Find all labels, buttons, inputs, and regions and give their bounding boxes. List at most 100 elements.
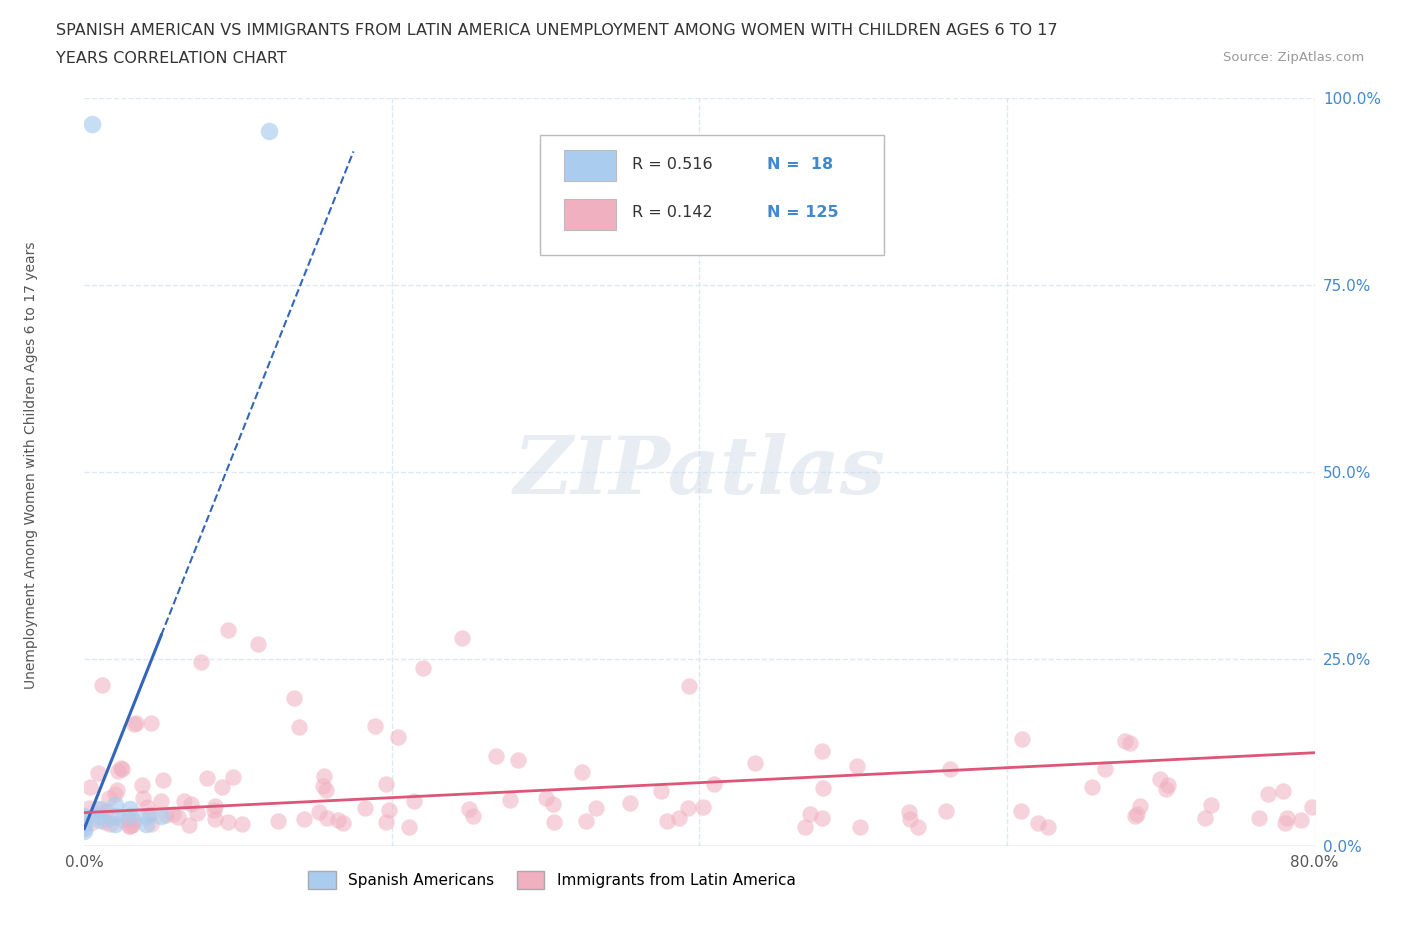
Point [121, 817, 143, 832]
Point [1274, 816, 1296, 830]
FancyBboxPatch shape [540, 135, 884, 255]
Point [124, 814, 146, 829]
Point [811, 811, 834, 826]
Point [1149, 772, 1171, 787]
Point [935, 804, 957, 819]
Point [105, 782, 128, 797]
Point [1199, 798, 1222, 813]
Point [668, 811, 690, 826]
Point [1036, 819, 1059, 834]
Point [898, 804, 921, 819]
Point [73, 813, 96, 828]
Point [104, 809, 127, 824]
Point [412, 660, 434, 675]
Point [308, 804, 330, 819]
Point [1081, 779, 1104, 794]
Point [155, 807, 177, 822]
Point [120, 809, 142, 824]
Point [139, 817, 162, 832]
Point [247, 637, 270, 652]
Point [354, 801, 377, 816]
Point [217, 815, 239, 830]
Point [619, 796, 641, 811]
Point [283, 690, 305, 705]
Point [217, 622, 239, 637]
Point [120, 818, 142, 833]
Point [138, 806, 160, 821]
Point [312, 778, 335, 793]
Point [87, 765, 110, 780]
Point [485, 749, 508, 764]
Point [702, 777, 724, 791]
Point [1125, 808, 1147, 823]
Point [1154, 781, 1177, 796]
Text: N = 125: N = 125 [768, 206, 839, 220]
Text: Unemployment Among Women with Children Ages 6 to 17 years: Unemployment Among Women with Children A… [24, 241, 38, 689]
Point [79, 779, 101, 794]
Point [1289, 813, 1312, 828]
Point [907, 819, 929, 834]
Point [98, 817, 121, 831]
Text: SPANISH AMERICAN VS IMMIGRANTS FROM LATIN AMERICA UNEMPLOYMENT AMONG WOMEN WITH : SPANISH AMERICAN VS IMMIGRANTS FROM LATI… [56, 23, 1057, 38]
Point [375, 815, 398, 830]
Point [1011, 732, 1033, 747]
Point [571, 765, 593, 780]
Point [136, 800, 159, 815]
Point [222, 769, 245, 784]
FancyBboxPatch shape [564, 199, 616, 230]
Point [202, 802, 225, 817]
Point [316, 811, 339, 826]
Point [1277, 811, 1299, 826]
Point [939, 762, 962, 777]
Point [177, 817, 200, 832]
Point [96, 804, 118, 818]
Point [655, 813, 678, 828]
Text: Source: ZipAtlas.com: Source: ZipAtlas.com [1223, 51, 1364, 64]
Point [107, 764, 129, 778]
Point [195, 770, 218, 785]
Point [811, 780, 834, 795]
Point [1157, 777, 1180, 792]
Point [326, 813, 349, 828]
Point [585, 800, 607, 815]
Point [231, 817, 253, 831]
Point [499, 792, 522, 807]
Point [463, 809, 485, 824]
Point [294, 811, 316, 826]
Point [87, 802, 110, 817]
Point [332, 816, 354, 830]
Point [89, 813, 111, 828]
Point [1194, 811, 1216, 826]
Point [534, 790, 557, 805]
Point [90, 677, 112, 692]
Point [204, 812, 226, 827]
Point [125, 716, 148, 731]
Point [150, 793, 173, 808]
Point [73, 820, 96, 835]
Point [398, 819, 420, 834]
Point [678, 679, 700, 694]
Point [1118, 736, 1140, 751]
Point [506, 752, 529, 767]
Point [378, 803, 401, 817]
Point [458, 802, 481, 817]
Point [104, 798, 127, 813]
Point [80, 116, 103, 131]
Point [900, 812, 922, 827]
Point [451, 631, 474, 645]
Point [89, 809, 111, 824]
Point [135, 817, 157, 831]
Point [543, 797, 565, 812]
Point [118, 813, 141, 828]
Point [122, 717, 145, 732]
Point [1301, 799, 1323, 814]
Text: YEARS CORRELATION CHART: YEARS CORRELATION CHART [56, 51, 287, 66]
Point [387, 730, 409, 745]
FancyBboxPatch shape [564, 150, 616, 181]
Point [173, 793, 195, 808]
Point [162, 806, 184, 821]
Point [312, 768, 335, 783]
Point [167, 809, 190, 824]
Point [104, 817, 127, 831]
Point [139, 715, 162, 730]
